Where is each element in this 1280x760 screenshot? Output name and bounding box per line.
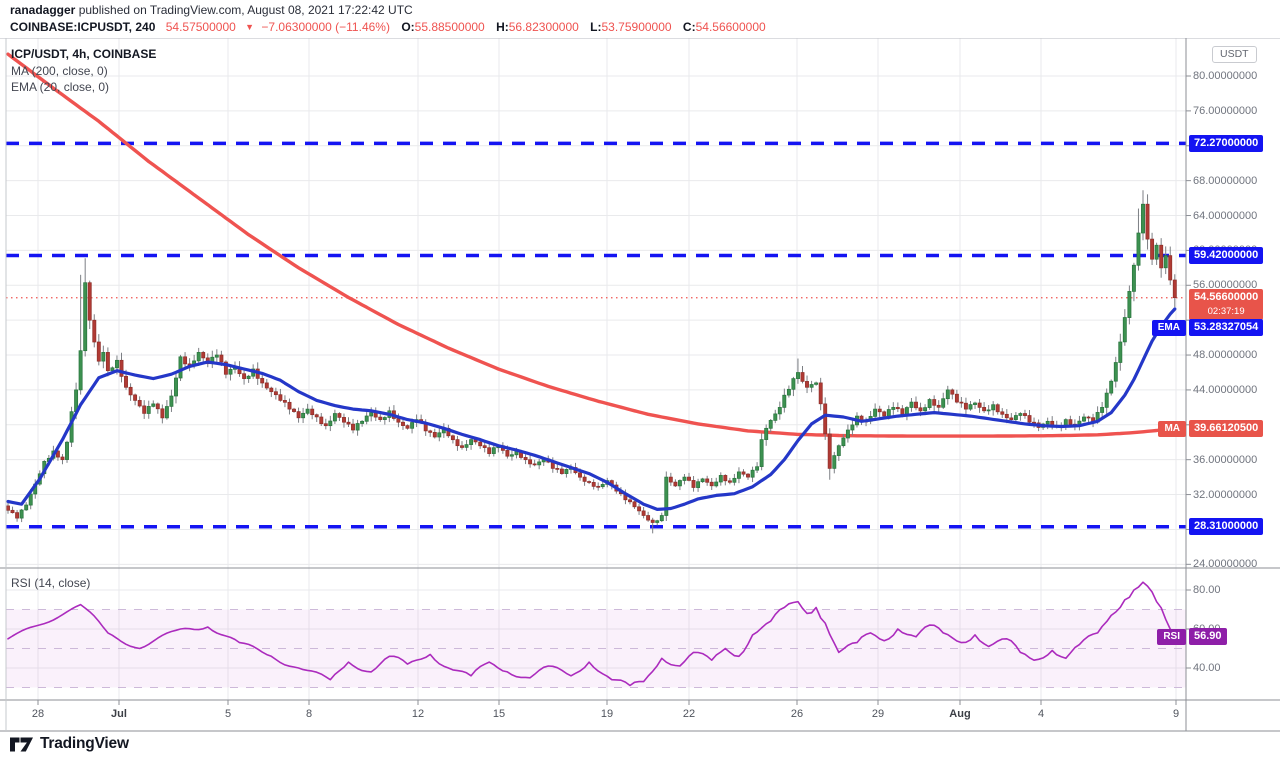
legend-ma200[interactable]: MA (200, close, 0) [11,64,108,78]
rsi-line [7,581,1176,687]
time-tick-label: 12 [411,708,425,720]
down-arrow-icon: ▼ [245,22,255,32]
ma-tag-badge: MA [1158,421,1186,437]
resistance-badge-72-27: 72.27000000 [1189,135,1264,152]
time-tick-label: 22 [682,708,696,720]
candlestick-series [6,190,1177,534]
last-price-badge: 54.56600000 02:37:19 [1189,289,1264,320]
rsi-tick-label: 80.00 [1193,584,1221,596]
last-price-badge-value: 54.56600000 [1194,291,1259,303]
open-label: O: [401,20,415,34]
legend-symbol[interactable]: ICP/USDT, 4h, COINBASE [11,47,157,61]
bar-countdown: 02:37:19 [1207,306,1245,317]
ma-value-badge: 39.66120500 [1189,420,1264,437]
price-tick-label: 24.00000000 [1193,558,1258,571]
ema-tag-badge: EMA [1151,320,1186,336]
price-tick-label: 64.00000000 [1193,209,1258,222]
chart-legend: ICP/USDT, 4h, COINBASE MA (200, close, 0… [11,47,156,96]
publish-info: published on TradingView.com, August 08,… [75,3,413,17]
time-tick-label: 15 [492,708,506,720]
tradingview-logo-text: TradingView [40,735,129,752]
time-tick-label: 26 [790,708,804,720]
close-value: 54.56600000 [695,20,766,34]
author-name: ranadagger [10,3,76,17]
time-tick-label: 29 [871,708,885,720]
price-tick-label: 44.00000000 [1193,383,1258,396]
time-tick-label: 8 [305,708,313,720]
ma200-line [6,52,1177,438]
currency-toggle-usdt[interactable]: USDT [1212,46,1257,63]
high-label: H: [496,20,509,34]
publish-line: ranadagger published on TradingView.com,… [10,3,413,17]
low-label: L: [590,20,602,34]
price-tick-label: 68.00000000 [1193,174,1258,187]
price-change: −7.06300000 (−11.46%) [261,20,390,34]
open-value: 55.88500000 [414,20,485,34]
ema20-line [6,307,1177,511]
time-tick-label: 9 [1172,708,1180,720]
price-tick-label: 48.00000000 [1193,349,1258,362]
support-resistance-lines [6,141,1186,529]
time-tick-label: 19 [600,708,614,720]
time-tick-label: 4 [1037,708,1045,720]
time-tick-label: 28 [31,708,45,720]
grid-lines [6,38,1186,700]
time-tick-label: 5 [224,708,232,720]
chart-frame [0,37,1280,732]
price-tick-label: 76.00000000 [1193,104,1258,117]
tradingview-logo[interactable]: TradingView [10,735,129,753]
symbol-title: COINBASE:ICPUSDT, 240 [10,20,156,34]
rsi-value-badge: 56.90 [1189,628,1227,645]
low-value: 53.75900000 [601,20,672,34]
ema-value-badge: 53.28327054 [1189,319,1264,336]
last-price: 54.57500000 [165,20,236,34]
header: ranadagger published on TradingView.com,… [0,0,1280,38]
price-tick-label: 32.00000000 [1193,488,1258,501]
high-value: 56.82300000 [508,20,579,34]
rsi-tick-label: 40.00 [1193,662,1221,674]
price-tick-label: 36.00000000 [1193,453,1258,466]
price-tick-label: 56.00000000 [1193,279,1258,292]
time-tick-label: Jul [111,708,127,720]
rsi-tag-badge: RSI [1157,629,1186,645]
support-badge-28-31: 28.31000000 [1189,518,1264,535]
resistance-badge-59-42: 59.42000000 [1189,247,1264,264]
symbol-line: COINBASE:ICPUSDT, 240 54.57500000 ▼ −7.0… [10,20,766,34]
rsi-legend[interactable]: RSI (14, close) [11,576,91,590]
legend-ema20[interactable]: EMA (20, close, 0) [11,80,110,94]
price-tick-label: 80.00000000 [1193,70,1258,82]
rsi-band [6,609,1186,688]
time-tick-label: Aug [949,708,971,720]
close-label: C: [682,20,696,34]
tradingview-logo-icon [10,737,33,751]
